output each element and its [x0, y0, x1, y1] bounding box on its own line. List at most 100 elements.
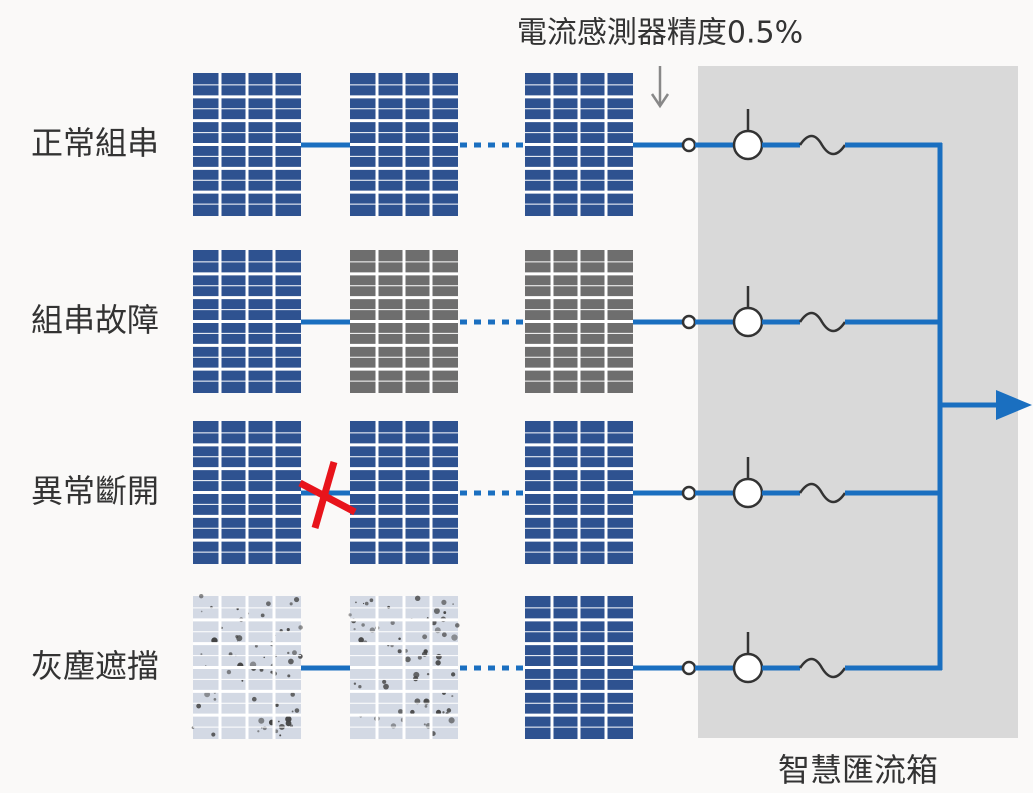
solar-panel — [193, 250, 301, 393]
dust-spot — [211, 732, 216, 737]
dust-spot — [258, 717, 265, 724]
dust-spot — [423, 723, 426, 726]
dust-spot — [358, 637, 364, 643]
solar-panel — [348, 595, 460, 739]
combiner-box — [698, 66, 1018, 738]
dust-spot — [241, 679, 244, 682]
dust-spot — [397, 649, 402, 654]
row-label: 正常組串 — [31, 124, 159, 162]
terminal — [681, 660, 697, 676]
dust-spot — [199, 594, 204, 599]
solar-panel — [193, 73, 301, 216]
fuse — [798, 134, 847, 156]
fuse — [798, 482, 847, 504]
switch — [732, 306, 764, 338]
dust-spot — [290, 692, 295, 697]
solar-panel — [191, 594, 303, 739]
dust-spot — [361, 623, 365, 627]
sensor-label: 電流感測器精度0.5% — [517, 16, 803, 51]
dust-spot — [200, 653, 203, 656]
dust-spot — [443, 611, 447, 614]
dust-spot — [358, 685, 362, 689]
terminal — [681, 485, 697, 501]
dust-spot — [275, 703, 279, 707]
dust-spot — [423, 649, 428, 654]
sensor-arrow-head — [650, 93, 670, 109]
box-label: 智慧匯流箱 — [778, 751, 938, 789]
dust-spot — [417, 655, 422, 660]
dust-spot — [257, 730, 260, 733]
dust-spot — [288, 658, 294, 665]
dust-spot — [279, 734, 282, 737]
dust-spot — [424, 704, 428, 708]
dust-spot — [369, 598, 374, 603]
row-label: 灰塵遮擋 — [31, 647, 159, 685]
dust-spot — [226, 669, 232, 675]
dust-spot — [410, 709, 415, 715]
row-label: 組串故障 — [31, 301, 159, 339]
dust-spot — [293, 597, 300, 603]
dust-spot — [353, 628, 356, 631]
dust-spot — [455, 623, 460, 628]
output-arrow — [996, 390, 1032, 420]
solar-panel — [525, 73, 633, 216]
break-mark — [298, 479, 357, 516]
dust-spot — [435, 709, 442, 715]
dust-spot — [289, 602, 293, 606]
break-mark — [311, 461, 338, 529]
dust-spot — [398, 637, 401, 640]
fuse — [798, 657, 847, 679]
dust-spot — [254, 644, 258, 648]
dust-spot — [382, 679, 387, 684]
dust-spot — [442, 711, 445, 714]
dust-spot — [292, 650, 297, 656]
dust-spot — [446, 708, 452, 713]
dust-spot — [291, 710, 294, 713]
dust-spot — [390, 723, 397, 729]
dust-spot — [235, 635, 239, 639]
dust-spot — [353, 682, 357, 685]
dust-spot — [260, 613, 265, 618]
dust-spot — [452, 603, 454, 605]
dust-spot — [441, 599, 447, 605]
switch — [732, 129, 764, 161]
dust-spot — [200, 610, 203, 613]
dust-spot — [451, 672, 456, 677]
dust-spot — [362, 602, 365, 605]
dust-spot — [213, 698, 217, 701]
dust-spot — [451, 695, 454, 698]
fuse — [798, 311, 847, 333]
switch — [732, 652, 764, 684]
dust-spot — [237, 640, 239, 642]
dust-spot — [204, 691, 211, 698]
dust-spot — [196, 703, 202, 709]
dust-spot — [294, 708, 300, 713]
dust-spot — [364, 601, 369, 606]
solar-panel — [525, 596, 633, 739]
dust-spot — [236, 607, 239, 611]
dust-spot — [414, 595, 421, 601]
dust-spot — [285, 715, 292, 723]
solar-panel — [525, 250, 633, 393]
dust-spot — [383, 683, 389, 690]
switch — [732, 477, 764, 509]
dust-spot — [266, 601, 271, 607]
row-label: 異常斷開 — [31, 472, 159, 510]
dust-spot — [298, 625, 303, 630]
solar-panel — [350, 250, 458, 393]
dust-spot — [297, 654, 303, 659]
solar-panel — [525, 421, 633, 564]
dust-spot — [422, 634, 428, 640]
dust-spot — [390, 620, 395, 625]
solar-panel — [350, 73, 458, 216]
dust-spot — [423, 698, 429, 704]
solar-panel — [350, 421, 458, 564]
dust-spot — [441, 632, 447, 638]
dust-spot — [251, 696, 257, 702]
dust-spot — [287, 651, 290, 655]
dust-spot — [434, 627, 441, 634]
dust-spot — [263, 656, 266, 659]
